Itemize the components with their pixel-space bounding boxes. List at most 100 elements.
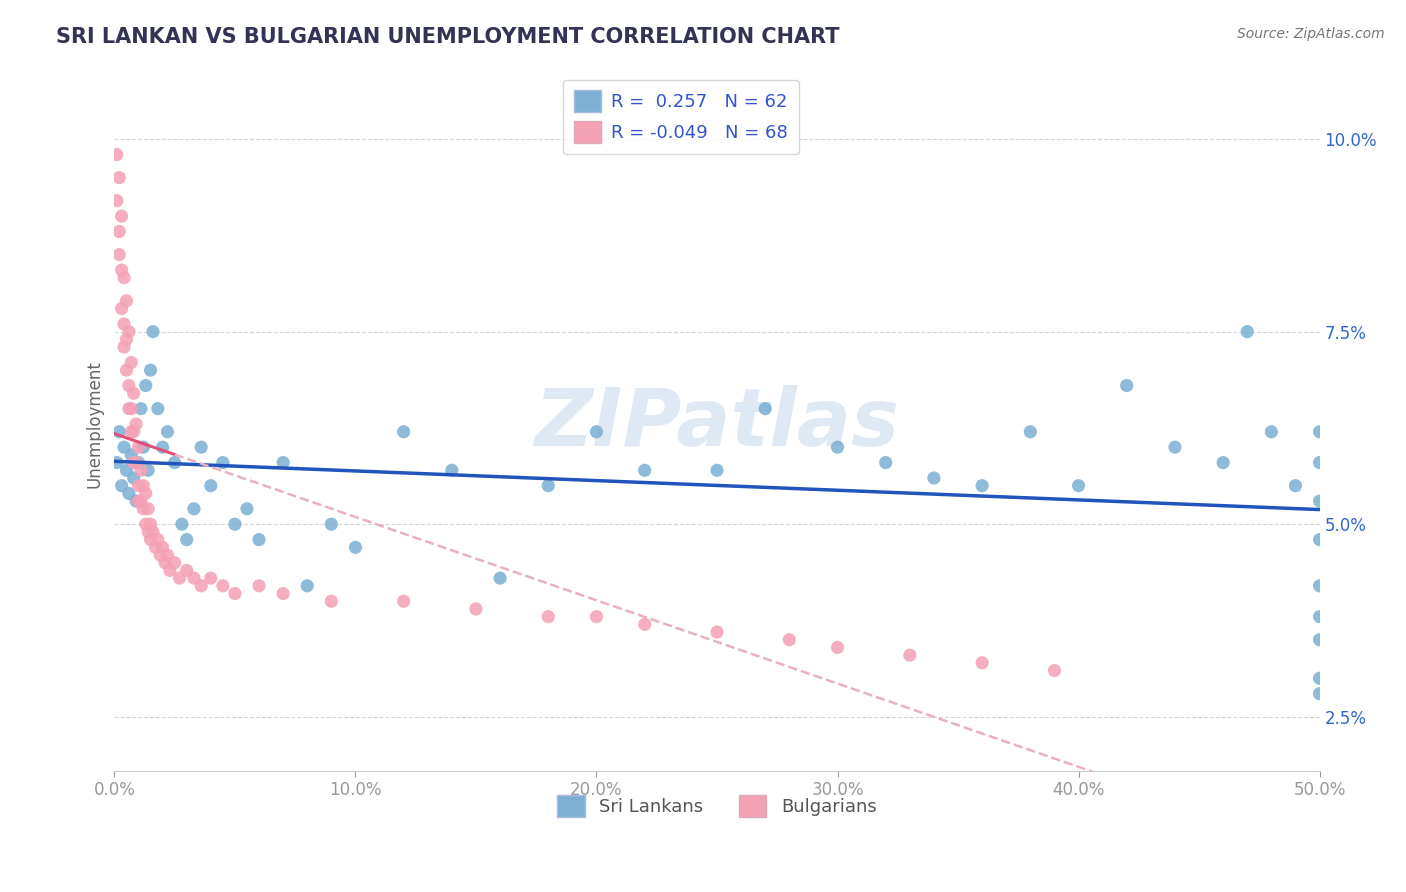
Point [170,517,193,532]
Point [115,363,138,377]
Legend: Sri Lankans, Bulgarians: Sri Lankans, Bulgarians [550,788,884,824]
Point [135,486,157,500]
Point [875,456,897,470]
Point [1309,671,1331,685]
Point [120,425,142,439]
Point [827,640,849,655]
Point [706,625,728,640]
Point [183,501,205,516]
Point [128,456,150,470]
Point [163,556,186,570]
Point [392,425,415,439]
Point [1309,687,1331,701]
Point [115,293,138,308]
Point [136,524,159,539]
Point [440,463,463,477]
Point [108,425,131,439]
Point [122,456,145,470]
Point [129,401,152,416]
Point [1164,440,1187,454]
Point [118,486,141,500]
Point [176,533,198,547]
Point [778,632,800,647]
Point [465,602,488,616]
Point [1043,664,1066,678]
Point [1115,378,1137,392]
Point [153,556,176,570]
Point [585,609,607,624]
Point [108,247,131,261]
Point [321,517,343,532]
Point [129,463,152,477]
Point [1260,425,1282,439]
Text: SRI LANKAN VS BULGARIAN UNEMPLOYMENT CORRELATION CHART: SRI LANKAN VS BULGARIAN UNEMPLOYMENT COR… [56,27,839,46]
Point [128,440,150,454]
Point [139,533,162,547]
Point [112,340,135,354]
Point [344,541,367,555]
Point [1309,533,1331,547]
Point [135,378,157,392]
Point [212,579,235,593]
Point [176,563,198,577]
Point [1212,456,1234,470]
Point [122,386,145,401]
Point [142,524,165,539]
Point [754,401,776,416]
Point [537,609,560,624]
Point [146,533,169,547]
Point [159,563,181,577]
Point [128,494,150,508]
Point [118,378,141,392]
Point [120,448,142,462]
Point [1019,425,1042,439]
Point [105,456,128,470]
Point [922,471,945,485]
Point [1067,478,1090,492]
Point [108,170,131,185]
Point [112,270,135,285]
Point [115,332,138,346]
Point [112,440,135,454]
Point [1309,456,1331,470]
Point [105,147,128,161]
Y-axis label: Unemployment: Unemployment [86,360,103,488]
Point [111,263,134,277]
Point [139,363,162,377]
Point [132,440,155,454]
Point [1284,478,1306,492]
Text: Source: ZipAtlas.com: Source: ZipAtlas.com [1237,27,1385,41]
Point [132,501,155,516]
Point [634,463,657,477]
Point [271,586,294,600]
Point [183,571,205,585]
Point [142,325,165,339]
Point [136,501,159,516]
Point [1309,494,1331,508]
Point [152,440,174,454]
Point [149,548,172,562]
Point [190,579,212,593]
Point [169,571,191,585]
Point [271,456,294,470]
Point [152,541,174,555]
Point [224,586,246,600]
Point [224,517,246,532]
Point [125,456,148,470]
Point [1309,425,1331,439]
Point [190,440,212,454]
Point [200,571,222,585]
Point [247,579,270,593]
Point [146,401,169,416]
Point [247,533,270,547]
Point [132,478,155,492]
Point [118,401,141,416]
Point [112,317,135,331]
Point [972,478,994,492]
Point [136,463,159,477]
Point [1309,609,1331,624]
Point [139,517,162,532]
Point [236,501,259,516]
Point [156,548,179,562]
Point [489,571,512,585]
